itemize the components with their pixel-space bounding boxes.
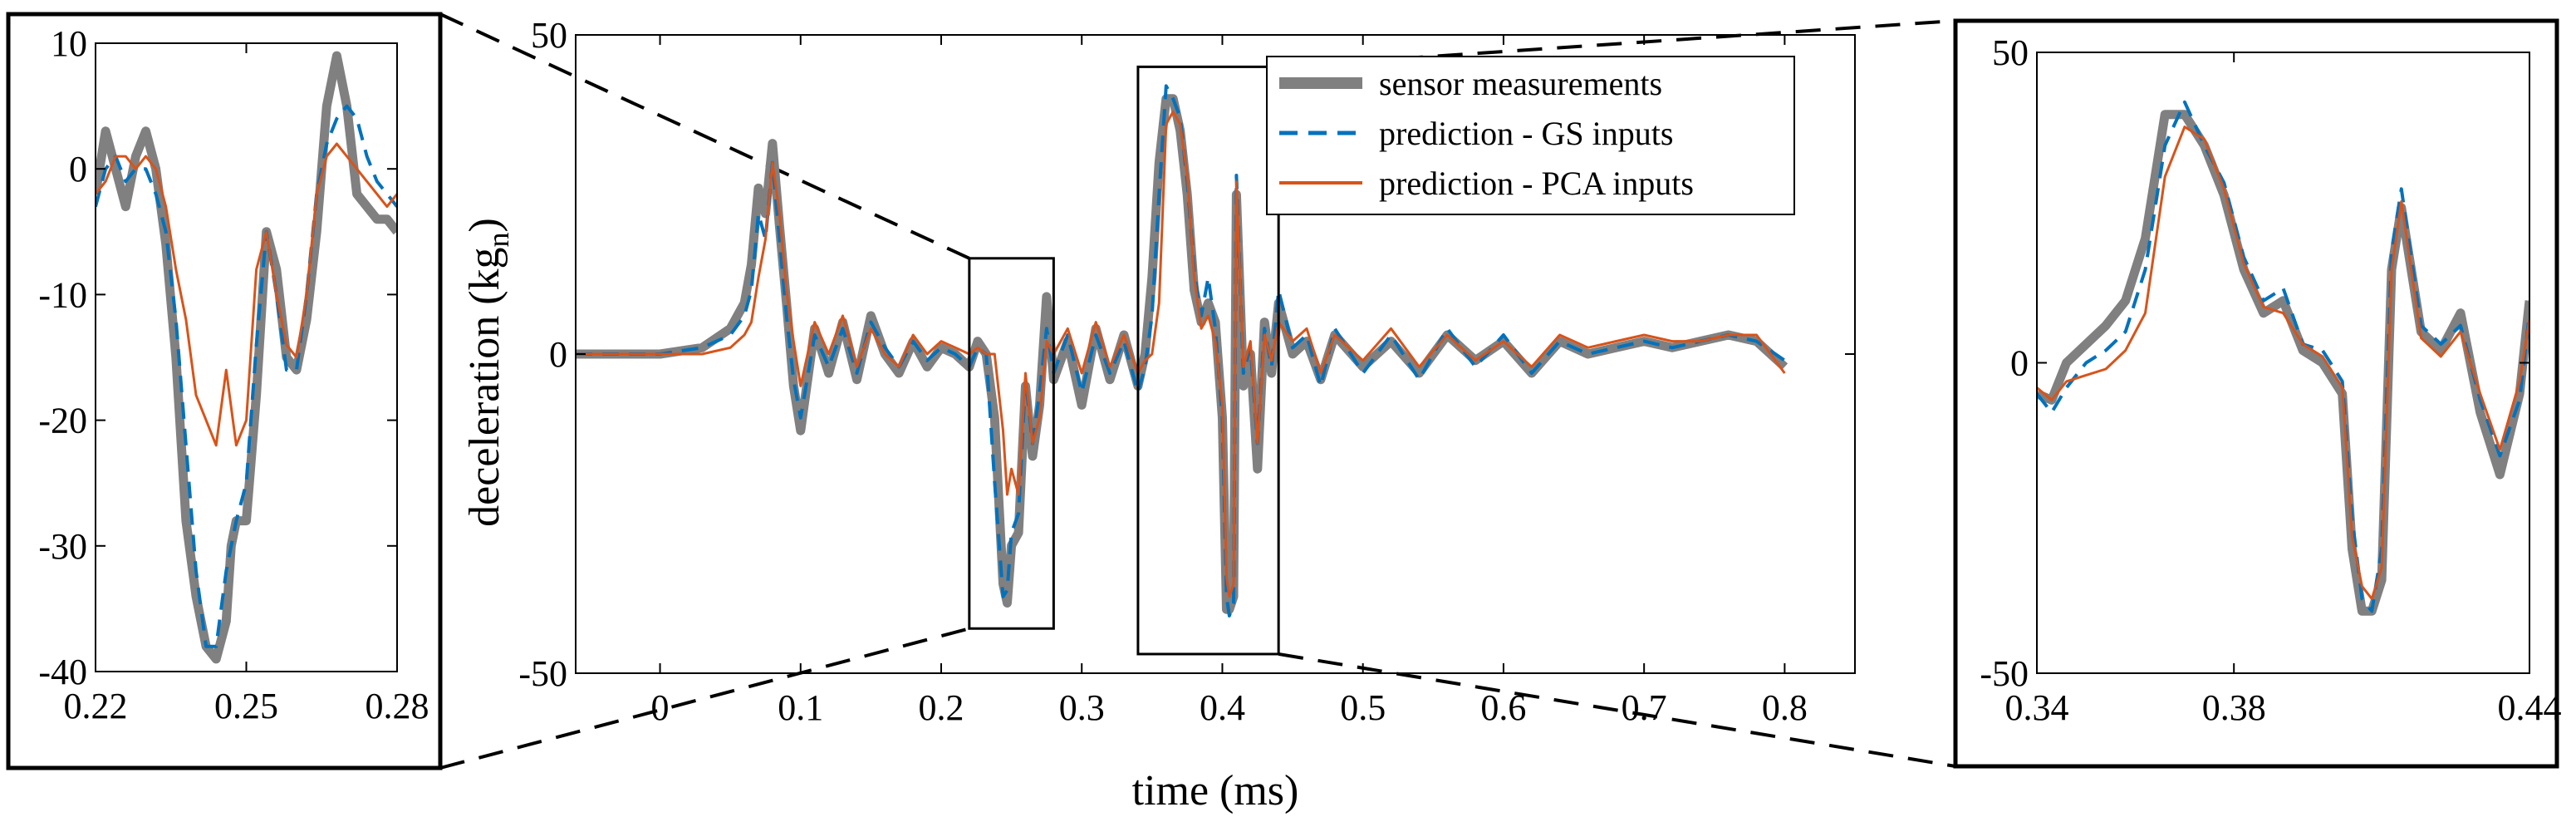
inset-left-xtick-label: 0.25 [214, 686, 278, 726]
main-chart: 0 0.1 0.2 0.3 0.4 0.5 0.6 0.7 0.8 -50 0 50 time (ms… [461, 15, 1856, 815]
inset-left-series [96, 51, 397, 664]
inset-right-ytick-label: -50 [1980, 653, 2029, 694]
inset-right-frame [1953, 18, 2559, 769]
inset-right-xtick-label: 0.44 [2498, 687, 2562, 728]
inset-right-xtick-label: 0.34 [2005, 687, 2069, 728]
main-xtick-label: 0.8 [1762, 687, 1808, 728]
main-zoom-boxes [968, 65, 1280, 656]
legend-label-pca: prediction - PCA inputs [1379, 165, 1694, 202]
inset-right-chart: 0.34 0.38 0.44 50 0 -50 [1980, 32, 2561, 728]
inset-right-series-prediction-pca-inputs [2037, 126, 2529, 600]
inset-right-series-sensor-measurements [2037, 110, 2529, 616]
main-xtick-label: 0.7 [1622, 687, 1667, 728]
inset-right-series [2037, 100, 2529, 616]
inset-left-ytick-label: -20 [38, 401, 87, 441]
inset-left-frame [6, 12, 443, 770]
connector-right-top [1278, 19, 1956, 69]
inset-left-series-prediction-pca-inputs [96, 142, 397, 447]
inset-left-ticks: 0.22 0.25 0.28 10 0 -10 -20 -30 -40 [38, 23, 429, 726]
y-axis-label: deceleration (kgn) [461, 218, 515, 527]
inset-left-xtick-label: 0.22 [64, 686, 128, 726]
inset-left-ytick-label: -30 [38, 526, 87, 567]
connector-left-bottom [439, 627, 970, 770]
legend-label-gs: prediction - GS inputs [1379, 115, 1673, 152]
main-xtick-label: 0.2 [919, 687, 964, 728]
inset-right-ytick-label: 0 [2010, 343, 2029, 384]
y-axis-label-main: deceleration (kg [461, 247, 508, 526]
main-xtick-label: 0.1 [778, 687, 823, 728]
inset-left-chart: 0.22 0.25 0.28 10 0 -10 -20 -30 -40 [38, 23, 429, 726]
inset-left-ytick-label: -40 [38, 652, 87, 692]
y-axis-label-close: ) [461, 218, 508, 232]
main-xtick-label: 0.4 [1200, 687, 1245, 728]
main-xtick-label: 0.3 [1059, 687, 1105, 728]
main-ytick-label: -50 [518, 653, 567, 694]
inset-right-ticks: 0.34 0.38 0.44 50 0 -50 [1980, 32, 2561, 728]
x-axis-label: time (ms) [1132, 767, 1299, 815]
inset-left-ytick-label: 0 [69, 149, 87, 189]
main-xtick-label: 0 [651, 687, 670, 728]
main-ytick-label: 0 [549, 334, 567, 375]
connector-left-top [439, 12, 970, 260]
legend-label-sensor: sensor measurements [1379, 65, 1662, 102]
inset-left-xtick-label: 0.28 [366, 686, 429, 726]
inset-right-ytick-label: 50 [1992, 32, 2029, 73]
connector-right-bottom [1278, 652, 1956, 768]
zoom-connectors [439, 12, 1956, 770]
inset-left-ytick-label: -10 [38, 274, 87, 315]
main-xtick-label: 0.5 [1340, 687, 1386, 728]
inset-right-series-prediction-gs-inputs [2037, 100, 2529, 613]
y-axis-label-sub: n [482, 232, 515, 247]
zoom-box-right [1136, 65, 1280, 656]
inset-left-ytick-label: 10 [51, 23, 87, 64]
main-ytick-label: 50 [531, 15, 567, 56]
main-xtick-label: 0.6 [1480, 687, 1526, 728]
main-ticks: 0 0.1 0.2 0.3 0.4 0.5 0.6 0.7 0.8 -50 0 50 [518, 15, 1855, 728]
zoom-box-left [968, 257, 1055, 630]
inset-right-xtick-label: 0.38 [2202, 687, 2266, 728]
legend: sensor measurements prediction - GS inpu… [1266, 56, 1795, 215]
inset-left-series-prediction-gs-inputs [96, 104, 397, 648]
inset-left-series-sensor-measurements [96, 51, 397, 664]
